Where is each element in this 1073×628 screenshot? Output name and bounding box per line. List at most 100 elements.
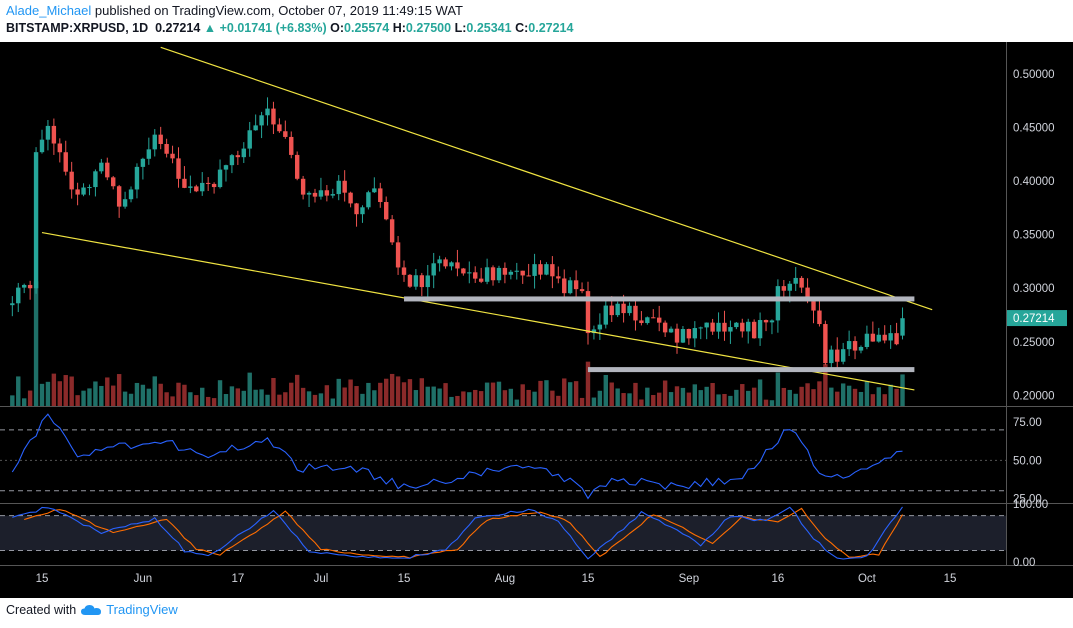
candle-body (146, 149, 152, 159)
time-tick-label: 15 (944, 573, 957, 585)
low-label: L: (454, 21, 467, 35)
time-tick-label: 15 (582, 573, 595, 585)
candle-body (573, 280, 579, 290)
footer: Created with TradingView (6, 602, 178, 617)
tradingview-brand[interactable]: TradingView (106, 602, 178, 617)
volume-bar (324, 385, 330, 406)
volume-bar (609, 382, 614, 406)
candle-body (668, 328, 674, 333)
candle-body (627, 305, 632, 314)
candle-body (75, 189, 80, 195)
candle-body (496, 267, 502, 281)
volume-bar (283, 392, 288, 406)
candle-body (21, 284, 27, 288)
volume-bar (431, 386, 436, 406)
stoch-tick-label: 0.00 (1013, 557, 1035, 569)
candle-body (550, 264, 555, 277)
candle-body (657, 317, 662, 323)
volume-bar (674, 386, 680, 406)
author-link[interactable]: Alade_Michael (6, 3, 92, 18)
candle-body (852, 341, 858, 351)
volume-bar (508, 388, 514, 406)
candle-body (51, 125, 57, 144)
price-tick-label: 0.25000 (1013, 337, 1055, 349)
volume-bar (229, 386, 235, 406)
volume-bar (111, 385, 116, 406)
candle-body (840, 349, 846, 362)
candle-body (567, 280, 573, 294)
candle-body (413, 275, 419, 287)
volume-bar (496, 381, 502, 406)
candle-body (835, 349, 840, 362)
volume-bar (247, 372, 252, 406)
candle-body (888, 333, 893, 341)
volume-bar (455, 395, 460, 406)
volume-bar (366, 382, 371, 406)
volume-bar (579, 397, 585, 406)
volume-bar (318, 393, 324, 406)
volume-bar (775, 372, 781, 406)
tradingview-cloud-icon (81, 604, 102, 615)
created-with-text: Created with (6, 602, 77, 617)
candle-body (378, 188, 383, 203)
candle-body (734, 322, 739, 328)
candle-body (674, 328, 680, 343)
time-tick-label: 15 (398, 573, 411, 585)
lower-zone-rectangle (587, 367, 915, 373)
candle-body (45, 125, 51, 140)
candle-body (722, 322, 727, 332)
candle-body (312, 192, 318, 197)
volume-bar (265, 394, 270, 406)
candle-body (467, 272, 472, 274)
volume-bar (16, 376, 21, 406)
candle-body (799, 277, 804, 288)
volume-bar (45, 381, 51, 406)
candle-body (455, 262, 460, 269)
volume-bars (10, 281, 905, 406)
volume-bar (170, 396, 175, 406)
volume-bar (490, 382, 496, 406)
candle-body (633, 305, 638, 321)
volume-bar (235, 388, 241, 406)
volume-bar (692, 384, 698, 406)
volume-bar (710, 383, 715, 406)
candle-body (532, 264, 537, 276)
low-value: 0.25341 (466, 21, 512, 35)
volume-bar (746, 390, 751, 406)
candle-body (211, 183, 217, 188)
last-price: 0.27214 (155, 21, 201, 35)
rsi-tick-label: 75.00 (1013, 417, 1042, 429)
candle-body (894, 333, 899, 345)
stoch-indicator (0, 506, 1006, 560)
candle-body (176, 158, 181, 179)
volume-bar (395, 376, 401, 406)
candle-body (514, 270, 519, 272)
candle-body (33, 152, 39, 289)
volume-bar (164, 392, 169, 406)
volume-bar (793, 393, 798, 406)
candle-body (194, 186, 199, 192)
candle-body (384, 202, 389, 220)
candle-body (87, 187, 92, 189)
candle-body (306, 192, 312, 195)
candle-body (692, 328, 698, 339)
volume-bar (205, 396, 211, 406)
upper-zone-rectangle (404, 296, 915, 302)
candle-body (419, 275, 425, 288)
volume-bar (330, 398, 335, 406)
volume-bar (484, 382, 490, 406)
volume-bar (846, 385, 852, 406)
candle-body (591, 329, 597, 334)
volume-bar (443, 383, 448, 406)
candle-body (318, 190, 324, 197)
volume-bar (722, 393, 727, 406)
candle-body (876, 334, 881, 342)
candle-body (746, 321, 751, 332)
chart-canvas[interactable]: 0.50000 0.45000 0.40000 0.35000 0.30000 0.250… (0, 42, 1073, 598)
price-tick-label: 0.35000 (1013, 230, 1055, 242)
volume-bar (740, 384, 745, 406)
candle-body (63, 152, 68, 172)
open-value: 0.25574 (344, 21, 390, 35)
candle-body (360, 207, 365, 215)
up-arrow-icon: ▲ (203, 21, 217, 35)
